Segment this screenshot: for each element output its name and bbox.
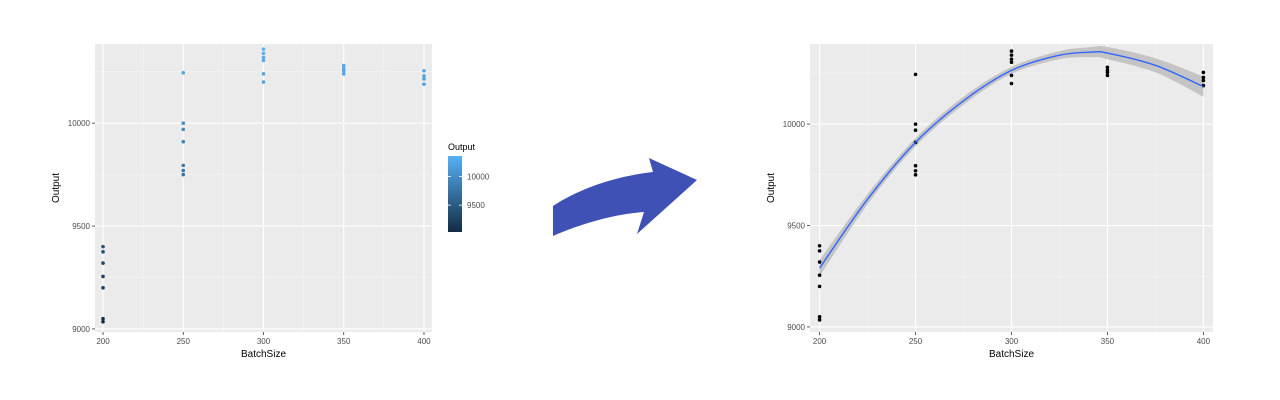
data-point	[181, 127, 186, 132]
data-point	[1105, 73, 1110, 78]
data-point	[101, 285, 105, 290]
data-point	[181, 121, 186, 125]
data-point	[817, 284, 822, 289]
scatter-chart-fitted: 200 250 300 350 400 9000 9500 10000 BatchSize Out…	[766, 44, 1213, 360]
data-point	[181, 172, 186, 177]
data-point	[261, 72, 266, 76]
data-point	[913, 128, 918, 132]
data-point	[422, 82, 426, 86]
data-point	[817, 244, 822, 248]
data-point	[101, 249, 105, 254]
legend-title: Output	[448, 142, 476, 152]
y-tick-label: 9500	[72, 222, 90, 231]
data-point	[101, 274, 105, 279]
x-tick-label: 300	[1005, 337, 1019, 346]
data-point	[261, 55, 266, 60]
data-point	[181, 139, 186, 144]
y-axis-title: Output	[51, 173, 62, 203]
y-tick-label: 10000	[783, 120, 806, 129]
arrow-shape	[553, 158, 697, 236]
data-point	[817, 260, 822, 264]
data-point	[101, 316, 105, 321]
data-point	[1201, 75, 1206, 80]
data-point	[341, 72, 346, 76]
data-point	[101, 319, 105, 324]
data-point	[1105, 65, 1110, 70]
x-tick-label: 250	[909, 337, 923, 346]
data-point	[913, 122, 918, 126]
data-point	[101, 244, 105, 249]
x-tick-label: 400	[1197, 337, 1211, 346]
data-point	[1009, 53, 1014, 57]
data-point	[1009, 49, 1014, 53]
data-point	[1201, 78, 1206, 83]
data-point	[1009, 60, 1014, 65]
data-point	[913, 168, 918, 173]
x-tick-label: 350	[1101, 337, 1115, 346]
colorbar-label: 10000	[467, 173, 490, 182]
colorbar	[448, 156, 462, 232]
x-tick-label: 250	[177, 337, 191, 346]
data-point	[261, 47, 266, 51]
y-axis-title: Output	[766, 173, 777, 203]
x-axis-title: BatchSize	[241, 349, 286, 360]
x-tick-label: 350	[337, 337, 351, 346]
data-point	[1009, 57, 1014, 62]
data-point	[261, 51, 266, 56]
data-point	[341, 63, 346, 68]
data-point	[1105, 70, 1110, 75]
y-tick-label: 9500	[787, 222, 805, 231]
data-point	[913, 163, 918, 168]
x-tick-label: 200	[96, 337, 110, 346]
data-point	[817, 273, 822, 278]
data-point	[422, 68, 426, 73]
data-point	[181, 168, 186, 173]
x-tick-label: 400	[417, 337, 431, 346]
data-point	[261, 58, 266, 63]
data-point	[817, 318, 822, 322]
data-point	[817, 314, 822, 319]
data-point	[341, 68, 346, 73]
data-point	[181, 71, 186, 75]
data-point	[1009, 73, 1014, 78]
curved-arrow-right-icon	[553, 158, 697, 236]
data-point	[261, 80, 266, 84]
colorbar-label: 9500	[467, 201, 485, 210]
data-point	[422, 77, 426, 81]
y-tick-label: 9000	[787, 323, 805, 332]
y-tick-label: 9000	[72, 325, 90, 334]
data-point	[913, 173, 918, 177]
y-tick-label: 10000	[68, 119, 91, 128]
x-tick-label: 200	[813, 337, 827, 346]
data-point	[817, 249, 822, 253]
data-point	[181, 163, 186, 168]
fit-line	[819, 50, 1204, 269]
data-point	[422, 74, 426, 78]
data-point	[1009, 81, 1014, 86]
data-point	[1201, 70, 1206, 75]
scatter-chart-colored: 200 250 300 350 400 9000 9500 10000 BatchSize Out…	[51, 44, 490, 360]
x-tick-label: 300	[257, 337, 271, 346]
x-axis-title: BatchSize	[989, 349, 1034, 360]
data-point	[101, 261, 105, 265]
data-point	[913, 72, 918, 77]
